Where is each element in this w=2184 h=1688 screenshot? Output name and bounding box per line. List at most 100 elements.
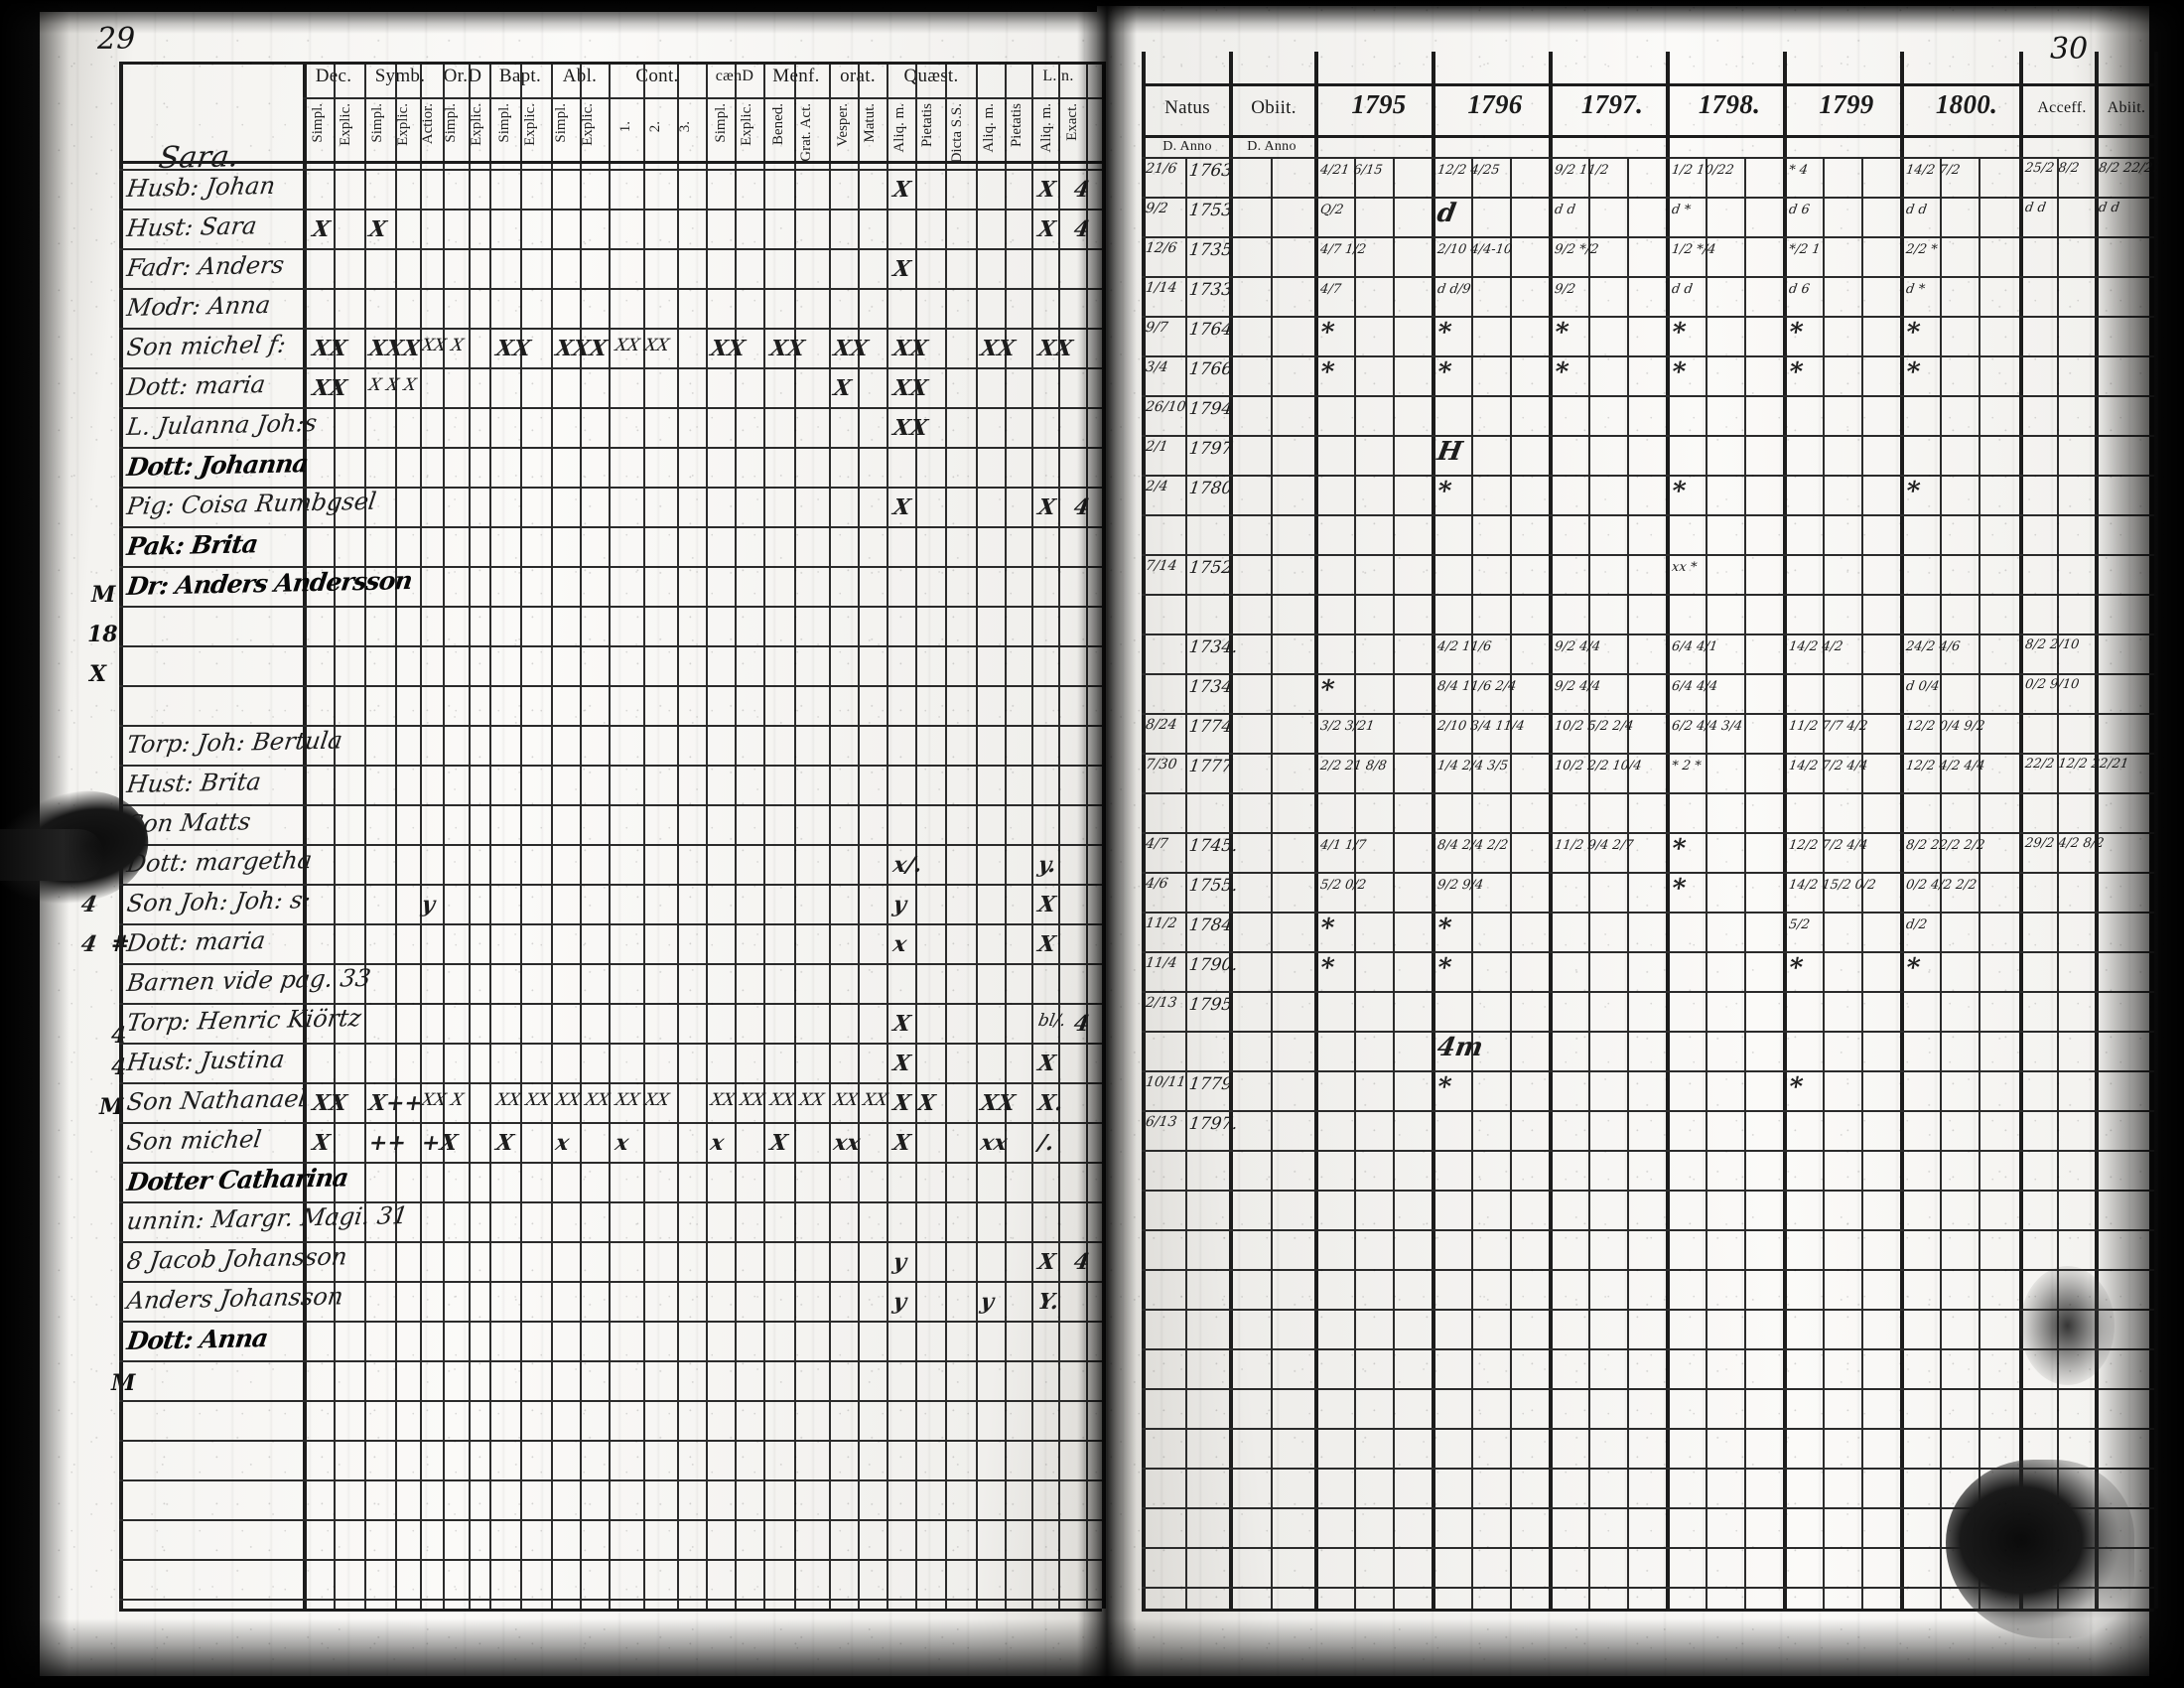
row-7-natus-day: 2/1 xyxy=(1144,439,1169,455)
grid-line xyxy=(119,725,1102,727)
subheader-quaest-dictass: Dicta S.S. xyxy=(949,103,965,164)
row-0-c1800: 14/2 7/2 xyxy=(1904,163,1962,178)
row-2-c1798: 1/2 */4 xyxy=(1670,242,1717,257)
row-1-c1799: d 6 xyxy=(1787,203,1811,217)
row-22-natus-year: 1797. xyxy=(1187,1114,1240,1134)
row-12-c1795: * xyxy=(1317,675,1337,705)
row-7-natus-year: 1797 xyxy=(1187,439,1234,459)
row-4-mark-11: XX xyxy=(1035,336,1075,361)
row-name-23: unnin: Margr. Magi. 31 xyxy=(125,1201,410,1236)
row-4-c1799: * xyxy=(1786,318,1806,348)
subheader-bapt-explic: Explic. xyxy=(522,103,538,146)
row-name-16: Dott: maria xyxy=(125,926,268,958)
grid-line xyxy=(469,62,471,1609)
grid-line xyxy=(1185,157,1187,1609)
grid-line xyxy=(119,923,1102,925)
row-name-22: Dotter Catharina xyxy=(125,1163,350,1197)
grid-line xyxy=(1142,355,2154,357)
grid-line xyxy=(489,62,491,1609)
subheader-orat-matut: Matut. xyxy=(862,103,878,143)
row-4-c1798: * xyxy=(1669,318,1689,348)
row-8-c1796: * xyxy=(1434,477,1454,506)
row-16-mark-11: X xyxy=(1035,931,1058,957)
margin-note-0: M xyxy=(91,582,116,608)
row-1-natus-day: 9/2 xyxy=(1144,201,1169,216)
row-21-mark-5: x xyxy=(613,1130,631,1156)
grid-line xyxy=(1861,157,1863,1609)
row-8-natus-year: 1780 xyxy=(1187,479,1234,498)
grid-line xyxy=(119,1400,1102,1402)
grid-line xyxy=(119,209,1102,211)
row-name-19: Hust: Justina xyxy=(125,1045,287,1077)
row-13-natus-year: 1774 xyxy=(1187,717,1234,737)
grid-line xyxy=(1058,62,1060,1609)
grid-line xyxy=(119,566,1102,568)
row-name-10: Dr: Anders Andersson xyxy=(125,565,414,602)
grid-line xyxy=(119,884,1102,886)
subheader-ord-actior: Actior. xyxy=(420,103,436,145)
column-header-1799: 1799 xyxy=(1819,89,1874,119)
grid-line xyxy=(443,62,445,1609)
row-20-mark-9: X X xyxy=(890,1090,938,1116)
grid-line xyxy=(1142,1229,2154,1231)
row-16-c1795: 5/2 0/2 xyxy=(1318,878,1368,893)
row-21-mark-0: X xyxy=(310,1130,333,1156)
row-15-c1797: 11/2 9/4 2/7 xyxy=(1553,838,1635,853)
grid-line xyxy=(395,62,397,1609)
row-12-accessit: 0/2 9/10 xyxy=(2023,677,2081,692)
subheader-quaest-pietatis: Pietatis xyxy=(919,103,935,148)
row-2-c1799: */2 1 xyxy=(1787,242,1822,257)
grid-line xyxy=(1142,1428,2154,1430)
subheader-natus-danno: D. Anno xyxy=(1162,139,1212,154)
subheader-orat-vesper: Vesper. xyxy=(835,103,851,147)
row-8-natus-day: 2/4 xyxy=(1144,479,1169,494)
row-2-mark-9: X xyxy=(890,256,913,282)
row-15-natus-day: 4/7 xyxy=(1144,836,1169,852)
grid-line xyxy=(1142,1110,2154,1112)
grid-line xyxy=(1142,1609,2154,1612)
row-name-6: L. Julanna Joh:s xyxy=(125,408,319,442)
grid-line xyxy=(303,62,307,1609)
row-4-mark-10: XX xyxy=(978,336,1018,361)
grid-line xyxy=(1979,157,1980,1609)
subheader-obiit-danno: D. Anno xyxy=(1247,139,1297,154)
row-0-natus-day: 21/6 xyxy=(1144,161,1178,177)
row-21-mark-2: +X xyxy=(419,1130,460,1156)
grid-line xyxy=(119,1043,1102,1045)
subheader-blank-aliqm: Aliq. m. xyxy=(981,103,997,153)
grid-line xyxy=(2154,52,2158,1609)
grid-line xyxy=(119,685,1102,687)
left-examination-table: Sara. Dec. Symb. Or.D Bapt. Abl. Cont. c… xyxy=(79,62,1106,1612)
grid-line xyxy=(119,606,1102,608)
column-header-quaest: Quæst. xyxy=(903,66,959,86)
grid-line xyxy=(1783,52,1787,1609)
grid-line xyxy=(1706,157,1707,1609)
grid-line xyxy=(119,1599,1102,1601)
row-14-natus-day: 7/30 xyxy=(1144,757,1178,773)
row-name-13: Son Matts xyxy=(125,807,253,839)
grid-line xyxy=(119,367,1102,369)
row-11-c1799: 14/2 4/2 xyxy=(1787,639,1844,654)
grid-line xyxy=(119,62,123,1609)
grid-line xyxy=(1142,135,2154,138)
grid-line xyxy=(119,1440,1102,1442)
grid-line xyxy=(119,1321,1102,1323)
subheader-abl-explic: Explic. xyxy=(580,103,596,146)
grid-line xyxy=(119,645,1102,647)
grid-line xyxy=(1102,62,1106,1609)
row-4-mark-1: XXX xyxy=(366,336,423,361)
column-header-obiit: Obiit. xyxy=(1251,97,1297,118)
subheader-menf-gratact: Grat. Act. xyxy=(798,103,814,162)
row-3-c1799: d 6 xyxy=(1787,282,1811,297)
grid-line xyxy=(580,62,582,1609)
grid-line xyxy=(1471,157,1473,1609)
row-name-18: Torp: Henric Kiörtz xyxy=(125,1004,363,1038)
row-11-c1797: 9/2 4/4 xyxy=(1553,639,1602,654)
row-8-mark-11: X xyxy=(1035,494,1058,520)
subheader-cont-2: 2. xyxy=(647,121,663,133)
row-name-25: Anders Johansson xyxy=(125,1282,345,1316)
row-16-c1800: 0/2 4/2 2/2 xyxy=(1904,878,1979,893)
row-3-c1798: d d xyxy=(1670,282,1694,297)
grid-line xyxy=(1142,673,2154,675)
column-header-1800: 1800. xyxy=(1935,89,1998,119)
